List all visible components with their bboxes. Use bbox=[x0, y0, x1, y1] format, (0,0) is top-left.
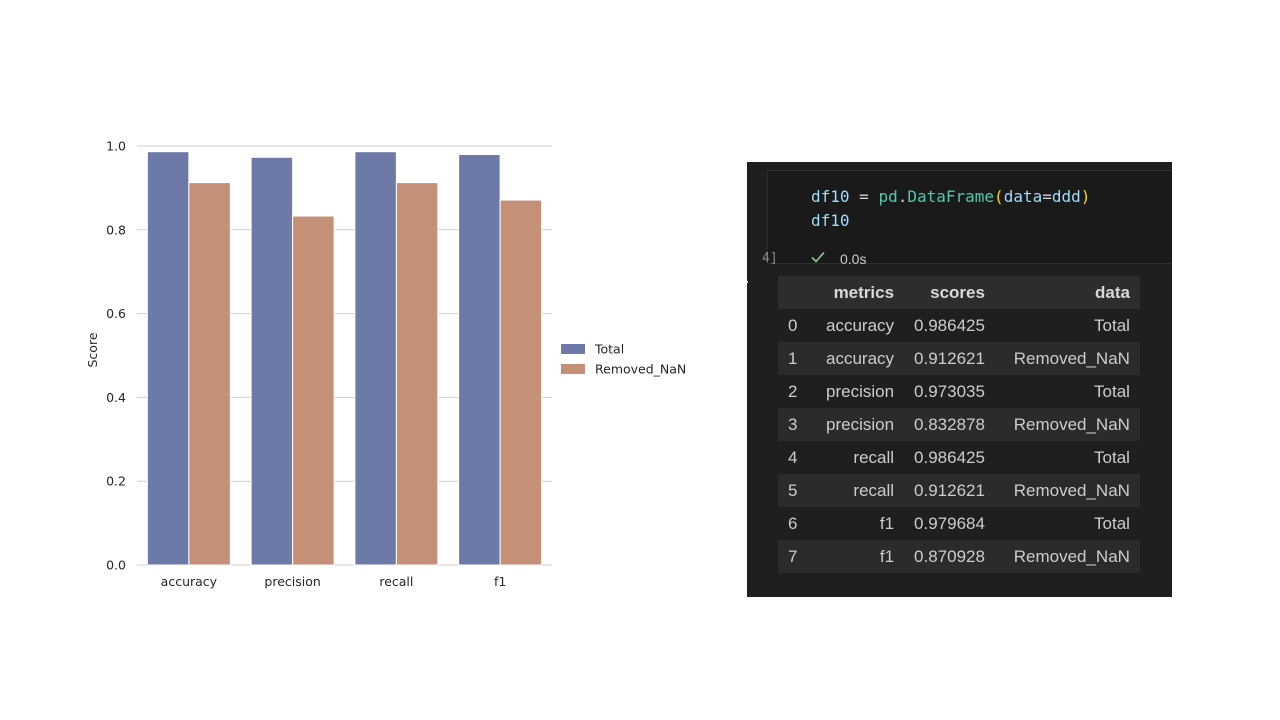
x-tick-label: accuracy bbox=[161, 574, 218, 589]
code-token-arg: data bbox=[1003, 187, 1043, 206]
row-index: 6 bbox=[788, 513, 798, 533]
code-token-open-paren: ( bbox=[994, 187, 1004, 206]
legend-label: Total bbox=[594, 342, 624, 357]
bar-removed-nan-accuracy bbox=[188, 182, 231, 566]
y-tick-label: 0.4 bbox=[106, 390, 126, 405]
cell-metrics: accuracy bbox=[826, 348, 895, 368]
table-row: 0 accuracy 0.986425 Total bbox=[778, 309, 1140, 342]
cell-scores: 0.832878 bbox=[914, 414, 985, 434]
legend: Total Removed_NaN bbox=[561, 342, 686, 377]
cell-metrics: accuracy bbox=[826, 315, 895, 335]
table-row: 6 f1 0.979684 Total bbox=[778, 507, 1140, 540]
row-index: 7 bbox=[788, 546, 798, 566]
cell-metrics: f1 bbox=[879, 513, 895, 533]
table-row: 5 recall 0.912621 Removed_NaN bbox=[778, 474, 1140, 507]
y-tick-label: 0.0 bbox=[106, 558, 126, 573]
code-token-var: df10 bbox=[811, 187, 850, 206]
row-index: 5 bbox=[788, 480, 798, 500]
y-tick-label: 0.6 bbox=[106, 306, 126, 321]
row-index: 2 bbox=[788, 381, 798, 401]
y-tick-label: 0.8 bbox=[106, 222, 126, 237]
x-tick-label: precision bbox=[264, 574, 320, 589]
code-token-argeq: = bbox=[1042, 187, 1052, 206]
execution-time: 0.0s bbox=[840, 251, 867, 267]
cell-data: Removed_NaN bbox=[1013, 348, 1130, 368]
cell-scores: 0.870928 bbox=[914, 546, 985, 566]
code-token-value: ddd bbox=[1051, 187, 1081, 206]
x-tick-label: f1 bbox=[494, 574, 506, 589]
legend-swatch-removed-nan bbox=[561, 364, 585, 374]
cell-scores: 0.973035 bbox=[914, 381, 985, 401]
code-cell[interactable]: df10 = pd.DataFrame(data=ddd) df10 4] 0.… bbox=[762, 170, 1172, 267]
cell-data: Total bbox=[1094, 513, 1130, 533]
table-row: 1 accuracy 0.912621 Removed_NaN bbox=[778, 342, 1140, 375]
legend-label: Removed_NaN bbox=[595, 362, 686, 377]
code-token-close-paren: ) bbox=[1080, 187, 1091, 206]
code-token-module: pd bbox=[878, 187, 898, 206]
check-icon bbox=[811, 251, 825, 263]
y-axis-label: Score bbox=[85, 332, 100, 367]
cell-data: Removed_NaN bbox=[1013, 480, 1130, 500]
bar-total-accuracy bbox=[146, 151, 190, 566]
header-index bbox=[778, 276, 816, 309]
y-tick-labels: 0.0 0.2 0.4 0.6 0.8 1.0 bbox=[106, 139, 126, 573]
y-tick-label: 1.0 bbox=[106, 139, 126, 154]
header-metrics: metrics bbox=[833, 282, 895, 302]
notebook-panel: df10 = pd.DataFrame(data=ddd) df10 4] 0.… bbox=[747, 162, 1172, 597]
code-token-class: DataFrame bbox=[907, 187, 995, 206]
table-row: 2 precision 0.973035 Total bbox=[778, 375, 1140, 408]
row-index: 4 bbox=[788, 447, 798, 467]
cell-scores: 0.912621 bbox=[914, 348, 985, 368]
dataframe-output: metrics scores data 0 accuracy 0.986425 Tot… bbox=[778, 276, 1140, 573]
table-row: 7 f1 0.870928 Removed_NaN bbox=[778, 540, 1140, 573]
cell-data: Total bbox=[1094, 381, 1130, 401]
cell-data: Total bbox=[1094, 315, 1130, 335]
bar-total-recall bbox=[354, 151, 397, 566]
execution-count: 4] bbox=[762, 251, 778, 266]
x-tick-labels: accuracy precision recall f1 bbox=[161, 574, 507, 589]
row-index: 3 bbox=[788, 414, 798, 434]
table-header-row: metrics scores data bbox=[778, 276, 1140, 309]
row-index: 0 bbox=[788, 315, 798, 335]
cell-data: Total bbox=[1094, 447, 1130, 467]
cell-metrics: precision bbox=[826, 381, 895, 401]
cell-data: Removed_NaN bbox=[1013, 546, 1130, 566]
cell-metrics: recall bbox=[853, 447, 895, 467]
bar-total-f1 bbox=[458, 154, 501, 566]
row-index: 1 bbox=[788, 348, 798, 368]
code-line-2[interactable]: df10 bbox=[811, 211, 850, 230]
table-row: 3 precision 0.832878 Removed_NaN bbox=[778, 408, 1140, 441]
code-token-dot: . bbox=[897, 187, 908, 206]
cell-metrics: f1 bbox=[879, 546, 895, 566]
bar-removed-nan-precision bbox=[292, 215, 335, 566]
cell-scores: 0.912621 bbox=[914, 480, 985, 500]
code-line-1[interactable]: df10 = pd.DataFrame(data=ddd) bbox=[811, 187, 1090, 207]
header-data: data bbox=[1094, 282, 1130, 302]
cell-scores: 0.986425 bbox=[914, 315, 985, 335]
bars bbox=[146, 151, 543, 566]
x-tick-label: recall bbox=[379, 574, 413, 589]
bar-removed-nan-f1 bbox=[499, 199, 543, 566]
code-token-eq: = bbox=[849, 187, 879, 206]
header-scores: scores bbox=[930, 282, 985, 302]
cell-metrics: precision bbox=[826, 414, 895, 434]
bar-removed-nan-recall bbox=[395, 182, 439, 566]
bar-total-precision bbox=[250, 156, 294, 566]
output-gutter-mark bbox=[747, 281, 748, 283]
cell-scores: 0.986425 bbox=[914, 447, 985, 467]
table-row: 4 recall 0.986425 Total bbox=[778, 441, 1140, 474]
legend-swatch-total bbox=[561, 344, 585, 354]
y-tick-label: 0.2 bbox=[106, 474, 126, 489]
cell-data: Removed_NaN bbox=[1013, 414, 1130, 434]
cell-scores: 0.979684 bbox=[914, 513, 985, 533]
bar-chart: 0.0 0.2 0.4 0.6 0.8 1.0 accuracy precision reca… bbox=[85, 139, 686, 590]
cell-metrics: recall bbox=[853, 480, 895, 500]
